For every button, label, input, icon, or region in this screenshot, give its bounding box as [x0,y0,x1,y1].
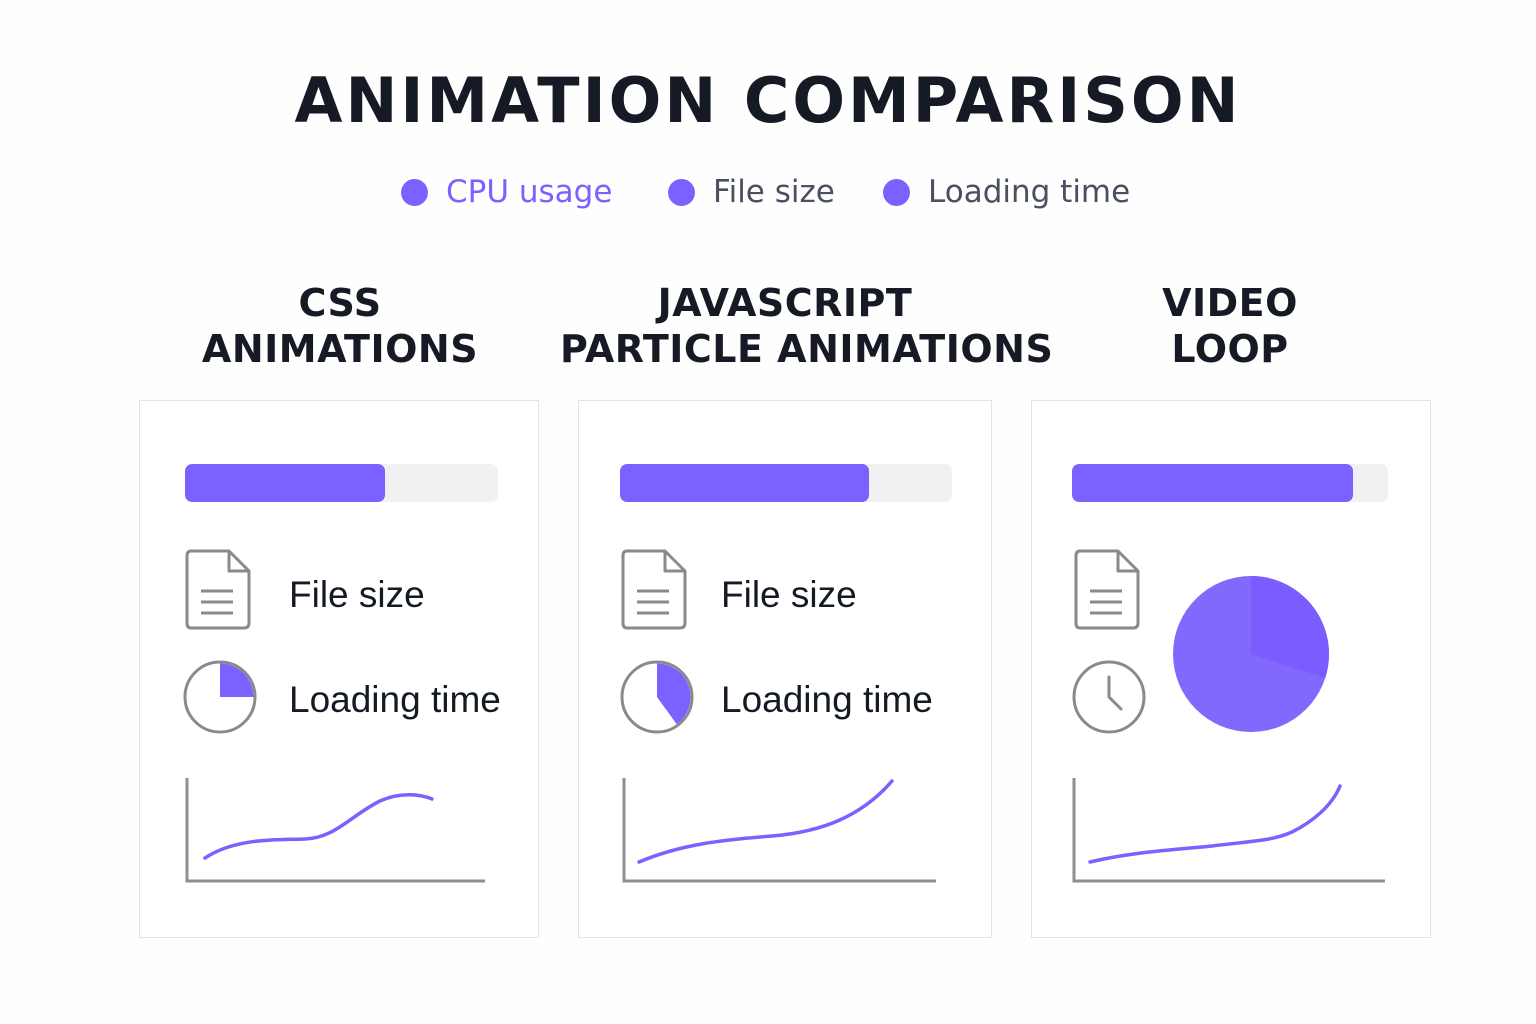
legend-label: CPU usage [446,174,613,210]
column-title-line: LOOP [1171,327,1289,371]
cpu-usage-bar [620,464,952,502]
column-title-line: CSS [298,281,382,325]
document-icon [185,549,251,630]
column-title-line: PARTICLE ANIMATIONS [560,327,1054,371]
loading-time-label: Loading time [721,679,933,720]
document-icon [621,549,687,630]
card-javascript-particle-animations: File size Loading time [578,400,992,938]
legend-dot-icon [883,178,910,206]
pie-timer-icon [620,660,694,734]
cpu-usage-bar-fill [620,464,869,502]
legend-item-cpu-usage: CPU usage [401,170,612,214]
pie-chart-wedge [1251,576,1329,679]
legend-item-file-size: File size [668,170,835,214]
line-chart-icon [1072,778,1385,883]
card-video-loop [1031,400,1431,938]
legend-dot-icon [401,178,428,206]
column-title-css: CSS ANIMATIONS [140,280,540,372]
card-css-animations: File size Loading time [139,400,539,938]
file-size-label: File size [721,574,857,615]
cpu-usage-bar [1072,464,1388,502]
column-title-javascript: JAVASCRIPT PARTICLE ANIMATIONS [560,280,1054,372]
pie-chart-icon [1173,576,1329,732]
file-size-label: File size [289,574,425,615]
cpu-usage-bar-fill [1072,464,1354,502]
document-icon [1074,549,1140,630]
column-title-line: ANIMATIONS [201,327,479,371]
loading-time-label: Loading time [289,679,501,720]
pie-timer-icon [183,660,257,734]
cpu-usage-bar [185,464,498,502]
legend-dot-icon [668,178,695,206]
loading-time-wedge [657,663,691,725]
clock-icon [1072,660,1146,734]
legend-item-loading-time: Loading time [883,170,1130,214]
loading-time-wedge [220,663,254,697]
line-chart-icon [185,778,485,883]
page-title: ANIMATION COMPARISON [294,64,1242,137]
legend-label: File size [713,174,835,210]
column-title-video: VIDEO LOOP [1030,280,1430,372]
column-title-line: JAVASCRIPT [657,281,913,325]
cpu-usage-bar-fill [185,464,386,502]
column-title-line: VIDEO [1162,281,1298,325]
line-chart-icon [622,778,936,883]
legend-label: Loading time [928,174,1131,210]
legend: CPU usage File size Loading time [0,170,1536,214]
